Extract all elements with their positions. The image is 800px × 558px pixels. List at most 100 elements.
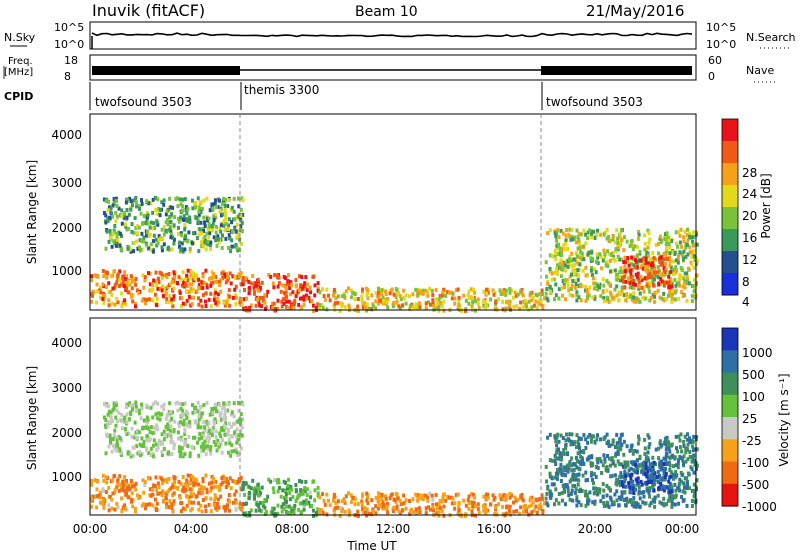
velocity-cell: [155, 448, 159, 452]
power-cell: [115, 280, 119, 285]
velocity-cell: [640, 482, 644, 487]
power-cell: [691, 235, 695, 240]
velocity-cell: [170, 452, 174, 457]
velocity-cell: [576, 482, 580, 487]
velocity-cell: [625, 444, 629, 449]
power-cell: [164, 212, 168, 217]
power-cell: [198, 200, 202, 205]
velocity-cell: [681, 462, 685, 467]
velocity-cell: [695, 447, 699, 452]
power-cell: [181, 197, 185, 202]
power-cell: [501, 299, 505, 304]
velocity-cell: [641, 471, 645, 476]
velocity-cell: [374, 495, 378, 500]
velocity-cell: [515, 509, 519, 514]
power-cell: [123, 270, 127, 275]
power-cell: [188, 220, 192, 224]
power-cell: [678, 272, 682, 277]
power-cell: [555, 238, 559, 243]
velocity-cell: [676, 465, 680, 470]
velocity-cell: [377, 491, 380, 496]
power-cell: [223, 206, 227, 211]
power-cell: [300, 275, 304, 279]
velocity-cell: [648, 462, 652, 467]
power-cell: [671, 250, 675, 255]
power-cell: [213, 215, 216, 220]
velocity-cell: [559, 433, 563, 438]
velocity-cell: [677, 434, 681, 439]
velocity-cell: [299, 488, 303, 493]
velocity-cell: [676, 449, 680, 454]
velocity-cell: [328, 503, 332, 508]
velocity-cell: [660, 501, 664, 506]
power-cell: [108, 205, 111, 210]
velocity-cell: [188, 487, 192, 492]
velocity-cell: [290, 487, 294, 492]
velocity-cell: [276, 489, 280, 494]
power-cell: [493, 290, 497, 295]
power-cell: [530, 305, 534, 310]
velocity-cell: [632, 486, 636, 491]
velocity-cell: [658, 441, 662, 446]
power-cell: [596, 261, 600, 266]
velocity-cell: [644, 465, 648, 470]
power-cell: [130, 294, 133, 299]
power-cell: [632, 299, 636, 304]
velocity-cell: [191, 446, 194, 450]
power-cell: [271, 305, 275, 310]
velocity-cell: [146, 417, 150, 422]
power-cell: [360, 294, 364, 299]
power-cell: [95, 289, 99, 294]
velocity-cell: [105, 480, 109, 485]
freq-label-2: [MHz]: [4, 67, 33, 78]
velocity-cell: [181, 475, 185, 479]
velocity-cell: [270, 506, 274, 511]
velocity-cell: [108, 437, 112, 442]
power-cell: [220, 213, 223, 218]
velocity-cell: [205, 487, 209, 492]
power-cell: [226, 275, 230, 279]
velocity-cell: [557, 501, 561, 506]
velocity-cell: [404, 498, 408, 503]
velocity-cell: [558, 451, 562, 456]
velocity-cell: [285, 486, 289, 491]
power-cell: [298, 296, 302, 301]
velocity-cell: [573, 474, 577, 479]
velocity-cell: [183, 452, 187, 457]
power-cell: [127, 226, 130, 231]
power-cell: [221, 233, 224, 238]
power-cell: [154, 207, 158, 212]
power-cell: [667, 274, 671, 279]
velocity-cell: [692, 453, 696, 458]
power-cell: [214, 224, 218, 229]
velocity-cell: [131, 484, 134, 489]
velocity-cell: [159, 412, 162, 417]
velocity-cell: [537, 506, 541, 511]
power-cell: [374, 299, 378, 304]
power-cell: [297, 288, 301, 293]
power-cell: [211, 221, 215, 226]
velocity-cell: [531, 500, 535, 505]
velocity-cell: [200, 444, 203, 449]
velocity-cell: [195, 420, 198, 425]
power-cell: [548, 228, 552, 233]
power-cell: [657, 242, 660, 246]
velocity-cell: [591, 500, 595, 505]
power-cell: [502, 292, 506, 296]
power-cell: [580, 284, 584, 288]
power-cell: [591, 256, 594, 261]
power-cell: [203, 224, 207, 229]
velocity-cell: [161, 498, 165, 503]
power-cell: [171, 279, 174, 284]
power-cell: [596, 287, 600, 292]
velocity-cell: [193, 406, 197, 411]
power-cell: [188, 246, 192, 251]
velocity-cell: [120, 438, 123, 443]
velocity-cell: [114, 415, 118, 420]
power-cell: [692, 265, 696, 270]
power-cell: [234, 284, 238, 289]
power-cell: [248, 285, 251, 290]
velocity-cell: [279, 494, 283, 499]
velocity-cell: [177, 424, 181, 429]
velocity-cell: [154, 412, 158, 417]
